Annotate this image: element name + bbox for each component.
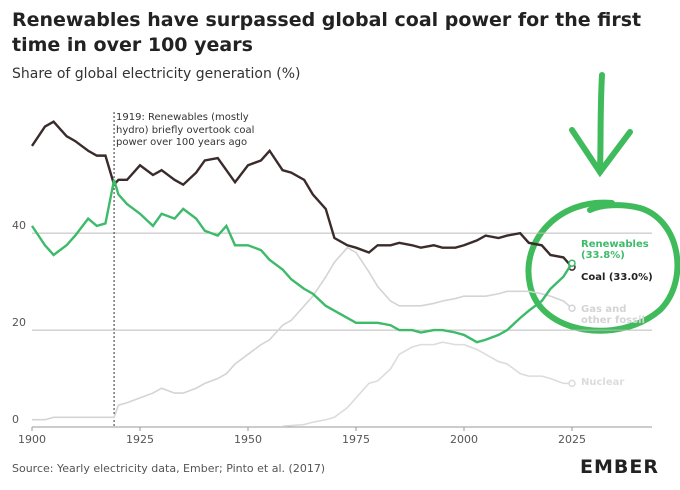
- hand-arrow: [597, 72, 605, 175]
- logo: EMBER: [580, 456, 659, 478]
- series-label: Coal (33.0%): [581, 272, 653, 284]
- annotation: 1919: Renewables (mostly hydro) briefly …: [116, 112, 255, 148]
- x-tick-label: 1900: [18, 433, 46, 446]
- series-label: Renewables (33.8%): [581, 239, 649, 262]
- y-tick-label: 20: [12, 316, 26, 329]
- x-tick-label: 2000: [450, 433, 478, 446]
- hand-circle: [525, 199, 680, 334]
- source: Source: Yearly electricity data, Ember; …: [12, 462, 326, 475]
- subtitle: Share of global electricity generation (…: [12, 66, 301, 82]
- x-tick-label: 2025: [558, 433, 586, 446]
- end-dot: [568, 304, 576, 313]
- y-tick-label: 0: [12, 413, 19, 426]
- series-label: Nuclear: [581, 377, 625, 389]
- x-tick-label: 1975: [342, 433, 370, 446]
- series-line: [282, 341, 572, 427]
- hand-arrow-head: [569, 127, 633, 178]
- series-line: [32, 246, 573, 421]
- title: Renewables have surpassed global coal po…: [12, 9, 642, 56]
- x-tick-label: 1925: [126, 433, 154, 446]
- x-tick-label: 1950: [234, 433, 262, 446]
- highlight-drawing: [525, 72, 680, 334]
- end-dot: [568, 379, 576, 388]
- series-line: [31, 120, 573, 268]
- y-tick-label: 40: [12, 219, 26, 232]
- series-line: [31, 179, 574, 344]
- series-label: Gas and other fossil: [581, 304, 645, 327]
- end-dot: [568, 259, 576, 267]
